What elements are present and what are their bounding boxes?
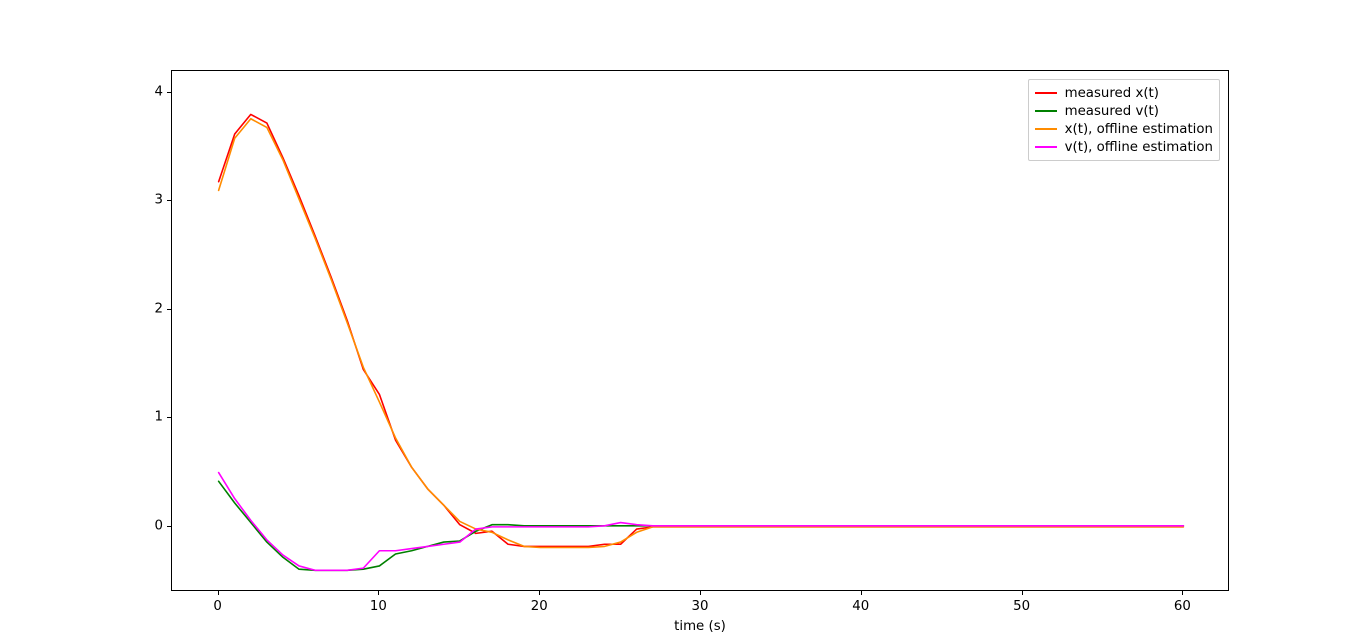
- y-tick-mark: [167, 526, 171, 527]
- x-tick-mark: [378, 591, 379, 595]
- series-line-measured_x: [219, 114, 1184, 546]
- legend-label: x(t), offline estimation: [1065, 122, 1213, 137]
- chart-axes: measured x(t) measured v(t) x(t), offline …: [171, 70, 1229, 591]
- x-tick-label: 50: [1013, 599, 1030, 614]
- x-tick-mark: [218, 591, 219, 595]
- legend-row: measured v(t): [1035, 102, 1213, 120]
- legend-row: v(t), offline estimation: [1035, 138, 1213, 156]
- legend-row: measured x(t): [1035, 84, 1213, 102]
- x-tick-mark: [1022, 591, 1023, 595]
- y-tick-mark: [167, 92, 171, 93]
- y-tick-label: 4: [155, 84, 163, 99]
- legend-label: measured x(t): [1065, 86, 1159, 101]
- x-axis-label: time (s): [674, 619, 726, 634]
- series-line-v_offline: [219, 473, 1184, 571]
- x-tick-label: 60: [1174, 599, 1191, 614]
- x-tick-label: 30: [692, 599, 709, 614]
- x-tick-mark: [700, 591, 701, 595]
- legend-swatch: [1035, 128, 1057, 130]
- y-tick-label: 1: [155, 410, 163, 425]
- legend-label: v(t), offline estimation: [1065, 140, 1213, 155]
- x-tick-mark: [861, 591, 862, 595]
- x-tick-label: 10: [370, 599, 387, 614]
- chart-legend: measured x(t) measured v(t) x(t), offline …: [1028, 79, 1220, 161]
- x-tick-mark: [1182, 591, 1183, 595]
- y-tick-mark: [167, 417, 171, 418]
- y-tick-label: 3: [155, 193, 163, 208]
- legend-label: measured v(t): [1065, 104, 1159, 119]
- y-tick-label: 0: [155, 518, 163, 533]
- legend-swatch: [1035, 110, 1057, 112]
- y-tick-mark: [167, 200, 171, 201]
- y-tick-label: 2: [155, 301, 163, 316]
- x-tick-label: 40: [852, 599, 869, 614]
- x-tick-label: 20: [531, 599, 548, 614]
- y-tick-mark: [167, 309, 171, 310]
- x-tick-label: 0: [213, 599, 221, 614]
- legend-swatch: [1035, 146, 1057, 148]
- legend-row: x(t), offline estimation: [1035, 120, 1213, 138]
- legend-swatch: [1035, 92, 1057, 94]
- series-line-x_offline: [219, 119, 1184, 548]
- x-tick-mark: [539, 591, 540, 595]
- chart-figure: measured x(t) measured v(t) x(t), offline …: [0, 0, 1366, 635]
